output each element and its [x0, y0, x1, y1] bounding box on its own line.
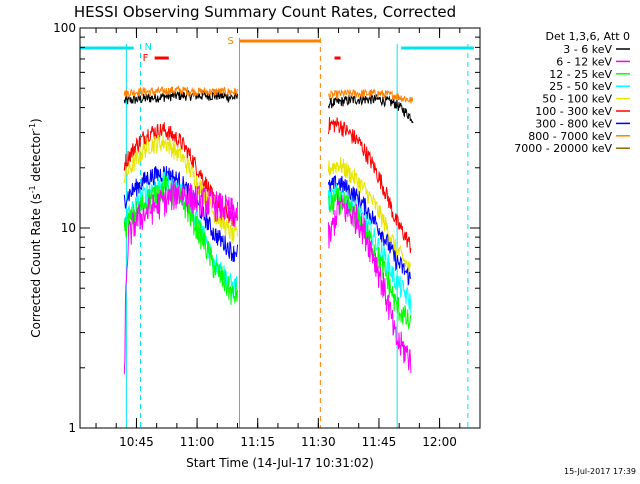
- series-6-12-line-0: [123, 180, 238, 375]
- series-3-6-line-1: [327, 94, 414, 124]
- y-axis-label: Corrected Count Rate (s-1 detector-1): [28, 118, 43, 337]
- legend-label-3-6: 3 - 6 keV: [563, 43, 612, 56]
- y-tick-label-0: 1: [68, 421, 76, 435]
- series-6-12-line-1: [327, 194, 412, 374]
- y-axis-label-main: Corrected Count Rate (s: [29, 193, 43, 337]
- series-100-300-line-1: [327, 116, 412, 254]
- series-800-7000-line-0: [123, 84, 238, 99]
- y-axis-label-mid: detector: [29, 131, 43, 186]
- legend-label-12-25: 12 - 25 keV: [549, 68, 612, 81]
- y-tick-label-1: 10: [61, 221, 76, 235]
- series-50-100-line-0: [123, 134, 238, 244]
- night-marker-label: N: [144, 42, 151, 53]
- x-tick-label-4: 11:45: [362, 435, 397, 449]
- legend-label-800-7000: 800 - 7000 keV: [528, 130, 612, 143]
- legend-label-7000-20000: 7000 - 20000 keV: [514, 142, 612, 155]
- series-800-7000-line-1: [327, 88, 413, 104]
- y-axis-label-sup2: -1: [28, 123, 37, 131]
- flare-marker-label: F: [143, 53, 149, 64]
- x-tick-label-5: 12:00: [422, 435, 457, 449]
- series-300-800-line-1: [327, 175, 412, 286]
- footer-timestamp: 15-Jul-2017 17:39: [564, 467, 636, 476]
- legend-label-300-800: 300 - 800 keV: [535, 117, 612, 130]
- legend-label-100-300: 100 - 300 keV: [535, 105, 612, 118]
- legend-label-6-12: 6 - 12 keV: [556, 55, 612, 68]
- x-tick-label-1: 11:00: [180, 435, 215, 449]
- legend-title: Det 1,3,6, Att 0: [546, 30, 630, 43]
- y-axis-label-end: ): [29, 118, 43, 123]
- saa-marker-label: S: [228, 36, 234, 47]
- x-tick-label-3: 11:30: [301, 435, 336, 449]
- x-axis-label: Start Time (14-Jul-17 10:31:02): [186, 456, 374, 470]
- x-tick-label-2: 11:15: [240, 435, 275, 449]
- series-100-300-line-0: [123, 122, 238, 227]
- chart-title: HESSI Observing Summary Count Rates, Cor…: [74, 3, 456, 21]
- legend-label-25-50: 25 - 50 keV: [549, 80, 612, 93]
- y-axis-label-sup1: -1: [28, 185, 37, 193]
- axes-layer: 1 10 100 10:45 11:00 11:15 11:30 11:45 12:00: [53, 21, 481, 449]
- x-tick-label-0: 10:45: [119, 435, 154, 449]
- series-12-25-line-1: [327, 187, 412, 330]
- series-50-100-line-1: [327, 157, 412, 272]
- y-tick-label-2: 100: [53, 21, 76, 35]
- plot-layer: N S F: [80, 36, 474, 428]
- legend-label-50-100: 50 - 100 keV: [542, 93, 612, 106]
